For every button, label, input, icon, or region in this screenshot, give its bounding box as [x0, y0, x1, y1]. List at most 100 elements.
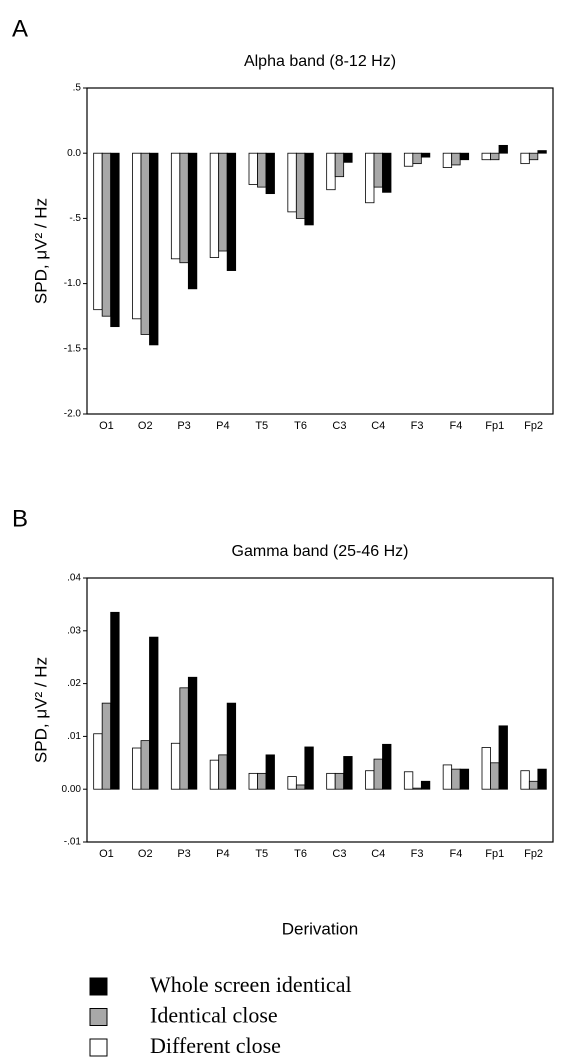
bar [382, 152, 392, 193]
bar [520, 152, 530, 165]
bar [343, 152, 353, 163]
x-tick-label: O2 [138, 420, 153, 432]
bar [481, 747, 491, 790]
bar [520, 770, 530, 790]
bar [420, 780, 431, 790]
x-tick-label: P3 [177, 848, 190, 860]
x-tick-label: F4 [449, 848, 462, 860]
bar [110, 152, 120, 328]
bar [528, 152, 539, 161]
bar [412, 787, 422, 790]
bar [537, 768, 547, 790]
bar [451, 768, 461, 790]
legend-swatch [89, 977, 108, 996]
bar [295, 152, 306, 219]
bar [226, 702, 237, 790]
x-tick-label: C4 [371, 848, 385, 860]
bar [334, 152, 345, 178]
legend-swatch [89, 1038, 108, 1057]
bar [209, 759, 220, 790]
bar [93, 733, 103, 790]
y-tick-label: .02 [67, 678, 81, 689]
legend-label: Whole screen identical [150, 972, 352, 997]
x-tick-label: C3 [332, 420, 346, 432]
x-tick-label: T5 [255, 420, 268, 432]
x-tick-label: O2 [138, 848, 153, 860]
bar [265, 754, 275, 790]
bar [373, 152, 383, 188]
y-axis-label: SPD, μV² / Hz [31, 657, 50, 763]
x-tick-label: C3 [332, 848, 346, 860]
bar [403, 771, 414, 790]
x-tick-label: P3 [177, 420, 190, 432]
x-tick-label: T5 [255, 848, 268, 860]
x-tick-label: F3 [411, 420, 424, 432]
bar [179, 152, 189, 264]
bar [248, 772, 258, 790]
bar [101, 152, 112, 317]
bar [442, 764, 453, 790]
bar [265, 152, 275, 195]
bar [287, 776, 297, 790]
bar [209, 152, 220, 258]
legend-swatch [89, 1008, 108, 1026]
plot-frame [86, 577, 554, 843]
bar [187, 152, 198, 290]
bar [179, 687, 189, 790]
legend-label: Different close [150, 1033, 281, 1058]
x-tick-label: O1 [99, 420, 114, 432]
bar [248, 152, 258, 185]
bar [140, 152, 150, 335]
bar [481, 152, 491, 161]
legend-label: Identical close [150, 1003, 278, 1028]
bar [334, 772, 345, 790]
x-axis-label: Derivation [282, 919, 359, 938]
y-tick-label: -.5 [69, 213, 81, 224]
bar [442, 152, 453, 168]
bar [537, 150, 547, 154]
bar [403, 152, 414, 167]
bar [257, 152, 267, 188]
y-tick-label: -1.5 [64, 343, 82, 354]
bar [170, 152, 181, 260]
bar [365, 770, 375, 790]
x-tick-label: O1 [99, 848, 114, 860]
y-tick-label: .5 [73, 83, 82, 94]
panel-label: A [12, 15, 28, 42]
bar [226, 152, 237, 271]
bar [498, 144, 508, 154]
bar [528, 780, 539, 790]
x-tick-label: P4 [216, 848, 229, 860]
y-tick-label: .01 [67, 731, 81, 742]
bar [187, 676, 198, 790]
bar [326, 152, 336, 191]
bar [257, 772, 267, 790]
bar [170, 742, 181, 790]
bar [459, 152, 470, 161]
y-tick-label: 0.00 [62, 784, 82, 795]
bar [149, 152, 159, 346]
y-tick-label: 0.0 [67, 148, 81, 159]
x-tick-label: T6 [294, 420, 307, 432]
x-tick-label: T6 [294, 848, 307, 860]
bar [382, 743, 392, 790]
bar [93, 152, 103, 311]
x-tick-label: F4 [449, 420, 462, 432]
y-tick-label: -.01 [64, 837, 82, 848]
bar [412, 152, 422, 165]
bar [304, 746, 314, 790]
bar [420, 152, 431, 158]
bar [218, 754, 228, 790]
bar [304, 152, 314, 226]
bar [287, 152, 297, 213]
chart-title: Gamma band (25-46 Hz) [232, 543, 409, 560]
x-tick-label: F3 [411, 848, 424, 860]
bar [343, 756, 353, 790]
y-tick-label: .04 [67, 573, 81, 584]
bar [149, 636, 159, 790]
bar [218, 152, 228, 252]
bar [490, 762, 500, 790]
x-tick-label: Fp1 [485, 420, 504, 432]
x-tick-label: Fp1 [485, 848, 504, 860]
